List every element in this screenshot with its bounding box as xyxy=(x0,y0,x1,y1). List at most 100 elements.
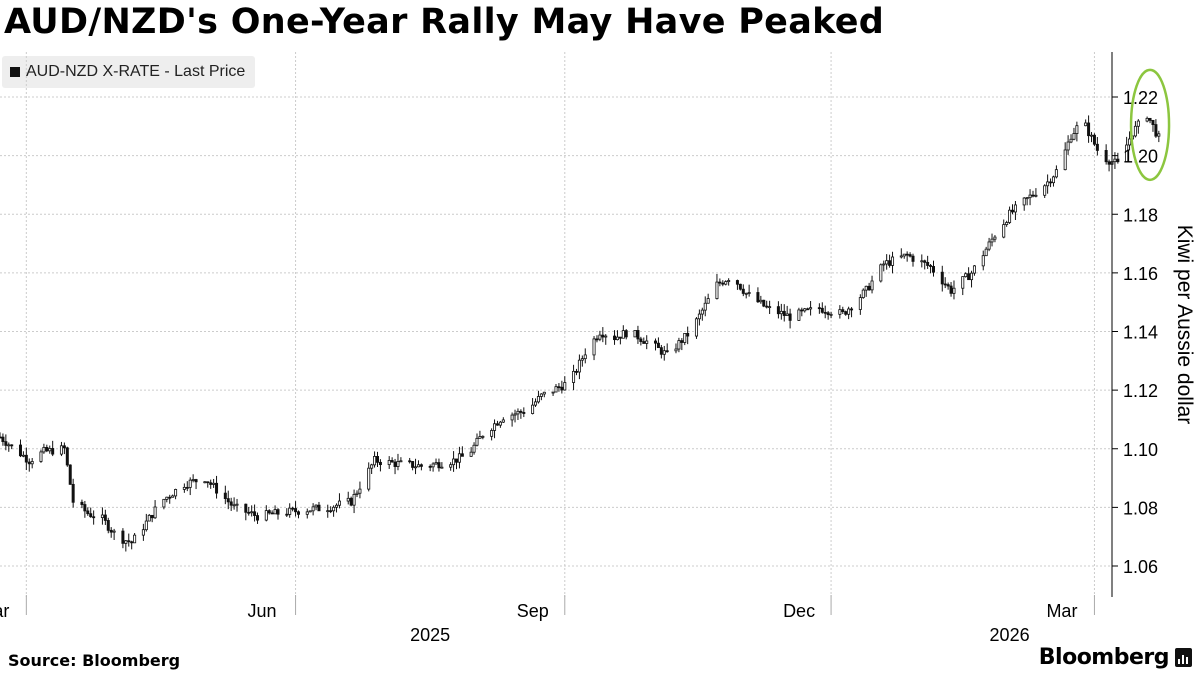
candle xyxy=(677,337,681,353)
candle xyxy=(264,505,268,522)
candle-body xyxy=(256,515,260,521)
candle-body xyxy=(393,461,397,467)
candle-body xyxy=(513,413,517,416)
candle-body xyxy=(981,255,985,267)
candle-body xyxy=(636,330,640,340)
candle xyxy=(1005,220,1009,227)
candle-body xyxy=(276,509,280,515)
candle-body xyxy=(522,412,526,414)
candle-body xyxy=(1013,204,1017,213)
candle-body xyxy=(1069,138,1073,143)
candle xyxy=(42,443,46,454)
candle xyxy=(539,393,543,401)
candle xyxy=(244,503,248,521)
candle xyxy=(645,335,649,350)
candle-body xyxy=(972,265,976,274)
candle-body xyxy=(768,306,772,309)
candle xyxy=(656,337,660,349)
candle xyxy=(765,300,769,309)
candle xyxy=(762,299,766,308)
candle xyxy=(419,463,423,471)
candle-body xyxy=(460,453,464,457)
candle-body xyxy=(700,309,704,315)
candle-body xyxy=(967,273,971,281)
candle-body xyxy=(908,254,912,257)
candle xyxy=(147,513,151,522)
candle xyxy=(993,235,997,243)
candle-body xyxy=(62,445,66,449)
candle xyxy=(867,282,871,291)
candle xyxy=(291,506,295,512)
candle-body xyxy=(1066,141,1070,151)
candle-body xyxy=(440,466,444,469)
y-tick-label: 1.14 xyxy=(1123,323,1158,343)
candle xyxy=(375,451,379,467)
candle xyxy=(452,451,456,472)
candle xyxy=(768,300,772,315)
candle-body xyxy=(165,496,169,500)
x-tick-label: Sep xyxy=(517,601,549,621)
candle-body xyxy=(817,307,821,310)
candle xyxy=(1136,119,1140,134)
candle xyxy=(367,462,371,492)
peak-highlight-circle xyxy=(1129,68,1171,182)
candle-body xyxy=(964,273,968,278)
candle xyxy=(659,344,663,359)
candle xyxy=(141,523,145,541)
candle xyxy=(349,496,353,507)
candle xyxy=(967,267,971,281)
candle xyxy=(24,447,28,471)
candle xyxy=(949,282,953,297)
candle-body xyxy=(885,260,889,265)
candle xyxy=(800,307,804,317)
candle xyxy=(926,255,930,269)
candle-body xyxy=(879,264,883,282)
candle-body xyxy=(899,255,903,258)
candle-body xyxy=(449,464,453,468)
candle xyxy=(337,493,341,509)
candle-body xyxy=(206,481,210,484)
candle-body xyxy=(326,510,330,513)
brand-logo: Bloomberg xyxy=(1039,645,1192,670)
candle xyxy=(153,500,157,519)
candle-body xyxy=(615,336,619,341)
bar-chart-icon xyxy=(1175,648,1192,667)
candle xyxy=(10,444,14,450)
candle-body xyxy=(437,462,441,469)
candle xyxy=(1154,119,1158,138)
candle-body xyxy=(850,308,854,311)
candle-body xyxy=(703,302,707,311)
candle xyxy=(174,488,178,500)
candle xyxy=(1002,219,1006,239)
candle-body xyxy=(68,464,72,485)
candle xyxy=(940,265,944,292)
candle xyxy=(615,330,619,341)
candle xyxy=(665,343,669,353)
candle xyxy=(674,343,678,354)
candle xyxy=(820,302,824,314)
candle-body xyxy=(1151,119,1155,125)
candle-body xyxy=(583,354,587,360)
candle xyxy=(68,464,72,485)
candle-body xyxy=(171,495,175,498)
candle xyxy=(18,439,22,458)
candle xyxy=(112,528,116,541)
candle xyxy=(727,278,731,286)
candle-body xyxy=(680,340,684,343)
candle-body xyxy=(677,340,681,350)
candle-body xyxy=(188,479,192,488)
candle xyxy=(493,419,497,439)
brand-name: Bloomberg xyxy=(1038,645,1170,670)
candle-body xyxy=(911,255,915,262)
candle-body xyxy=(431,463,435,468)
candle xyxy=(680,338,684,351)
candle-body xyxy=(776,306,780,315)
y-tick-label: 1.10 xyxy=(1123,440,1158,460)
candle-body xyxy=(1008,209,1012,223)
candle xyxy=(847,306,851,320)
candle xyxy=(256,512,260,524)
candle xyxy=(858,294,862,315)
y-tick-label: 1.20 xyxy=(1123,147,1158,167)
candle-body xyxy=(250,511,254,514)
legend: AUD-NZD X-RATE - Last Price xyxy=(2,56,256,88)
